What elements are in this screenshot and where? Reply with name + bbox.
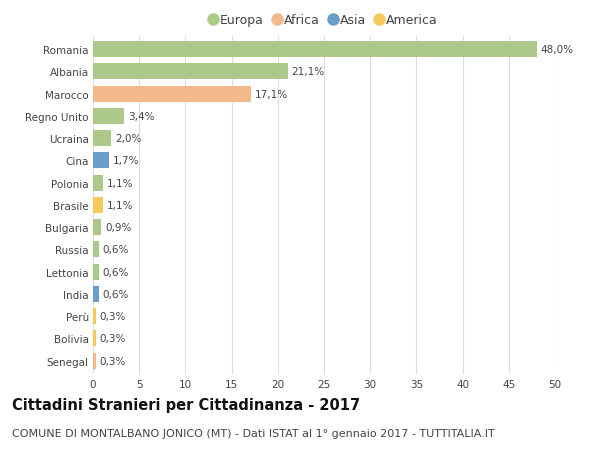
Text: 1,1%: 1,1% — [107, 178, 133, 188]
Text: 0,3%: 0,3% — [100, 334, 126, 344]
Bar — [93, 86, 251, 102]
Text: 0,6%: 0,6% — [102, 289, 128, 299]
Text: 0,3%: 0,3% — [100, 311, 126, 321]
Text: 0,3%: 0,3% — [100, 356, 126, 366]
Text: Cittadini Stranieri per Cittadinanza - 2017: Cittadini Stranieri per Cittadinanza - 2… — [12, 397, 360, 412]
Text: 3,4%: 3,4% — [128, 112, 155, 122]
Bar — [93, 330, 96, 347]
Text: 0,6%: 0,6% — [102, 245, 128, 255]
Text: 17,1%: 17,1% — [255, 90, 288, 100]
Bar — [93, 242, 98, 258]
Bar — [93, 175, 103, 191]
Text: 0,9%: 0,9% — [105, 223, 131, 233]
Text: 1,1%: 1,1% — [107, 201, 133, 210]
Bar — [93, 197, 103, 213]
Bar — [93, 353, 96, 369]
Bar — [93, 131, 112, 147]
Text: 0,6%: 0,6% — [102, 267, 128, 277]
Text: 1,7%: 1,7% — [112, 156, 139, 166]
Bar — [93, 308, 96, 325]
Bar — [93, 264, 98, 280]
Text: 21,1%: 21,1% — [292, 67, 325, 77]
Text: 48,0%: 48,0% — [540, 45, 573, 55]
Bar — [93, 153, 109, 169]
Text: COMUNE DI MONTALBANO JONICO (MT) - Dati ISTAT al 1° gennaio 2017 - TUTTITALIA.IT: COMUNE DI MONTALBANO JONICO (MT) - Dati … — [12, 428, 495, 438]
Bar — [93, 64, 288, 80]
Bar — [93, 219, 101, 235]
Bar — [93, 286, 98, 302]
Text: 2,0%: 2,0% — [115, 134, 142, 144]
Legend: Europa, Africa, Asia, America: Europa, Africa, Asia, America — [210, 14, 438, 27]
Bar — [93, 109, 124, 124]
Bar — [93, 42, 536, 58]
